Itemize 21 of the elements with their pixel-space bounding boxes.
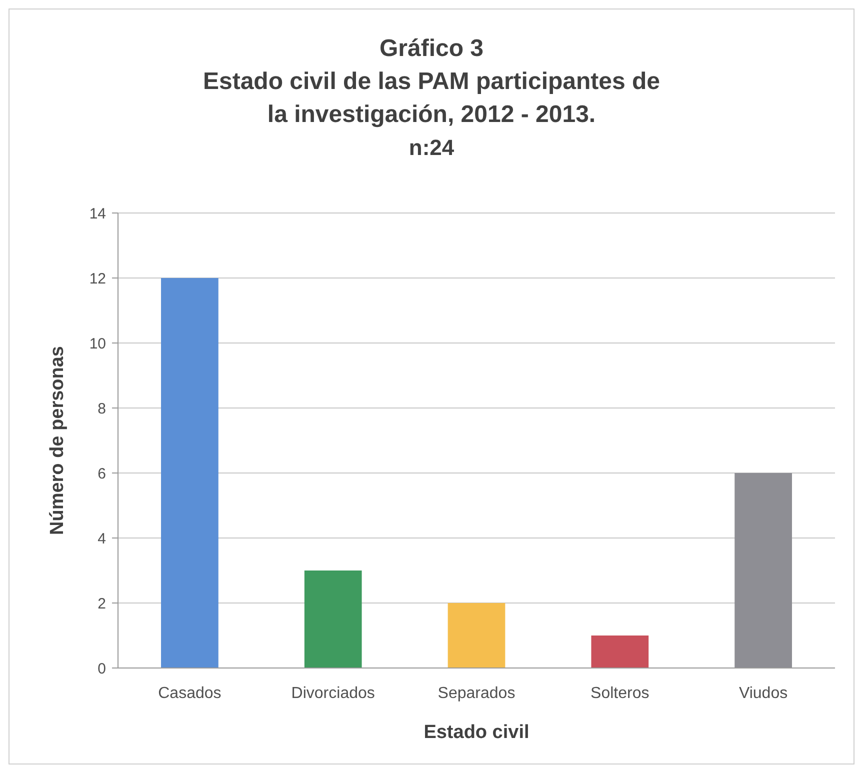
- x-tick-label: Separados: [438, 685, 516, 702]
- y-tick-label: 14: [89, 205, 106, 222]
- bar: [591, 636, 649, 668]
- y-tick-label: 0: [98, 660, 106, 678]
- y-tick-label: 8: [98, 400, 106, 418]
- chart-subtitle: n:24: [408, 135, 455, 160]
- chart-title: Gráfico 3 Estado civil de las PAM participantes de la investigación, 2012 - 2013.: [202, 35, 660, 128]
- x-tick-label: Solteros: [590, 685, 650, 702]
- y-tick-label: 12: [89, 270, 106, 288]
- bar: [448, 603, 506, 668]
- y-axis-title: Número de personas: [47, 346, 68, 535]
- y-tick-label: 10: [89, 335, 106, 352]
- x-tick-label: Casados: [158, 685, 222, 702]
- y-tick-label: 2: [98, 595, 106, 612]
- x-axis-title: Estado civil: [424, 722, 530, 743]
- x-tick-label: Viudos: [738, 685, 788, 702]
- bar: [304, 570, 362, 668]
- y-tick-label: 4: [98, 530, 106, 548]
- bar: [161, 278, 218, 668]
- x-tick-label: Divorciados: [291, 685, 375, 702]
- y-tick-label: 6: [98, 465, 106, 482]
